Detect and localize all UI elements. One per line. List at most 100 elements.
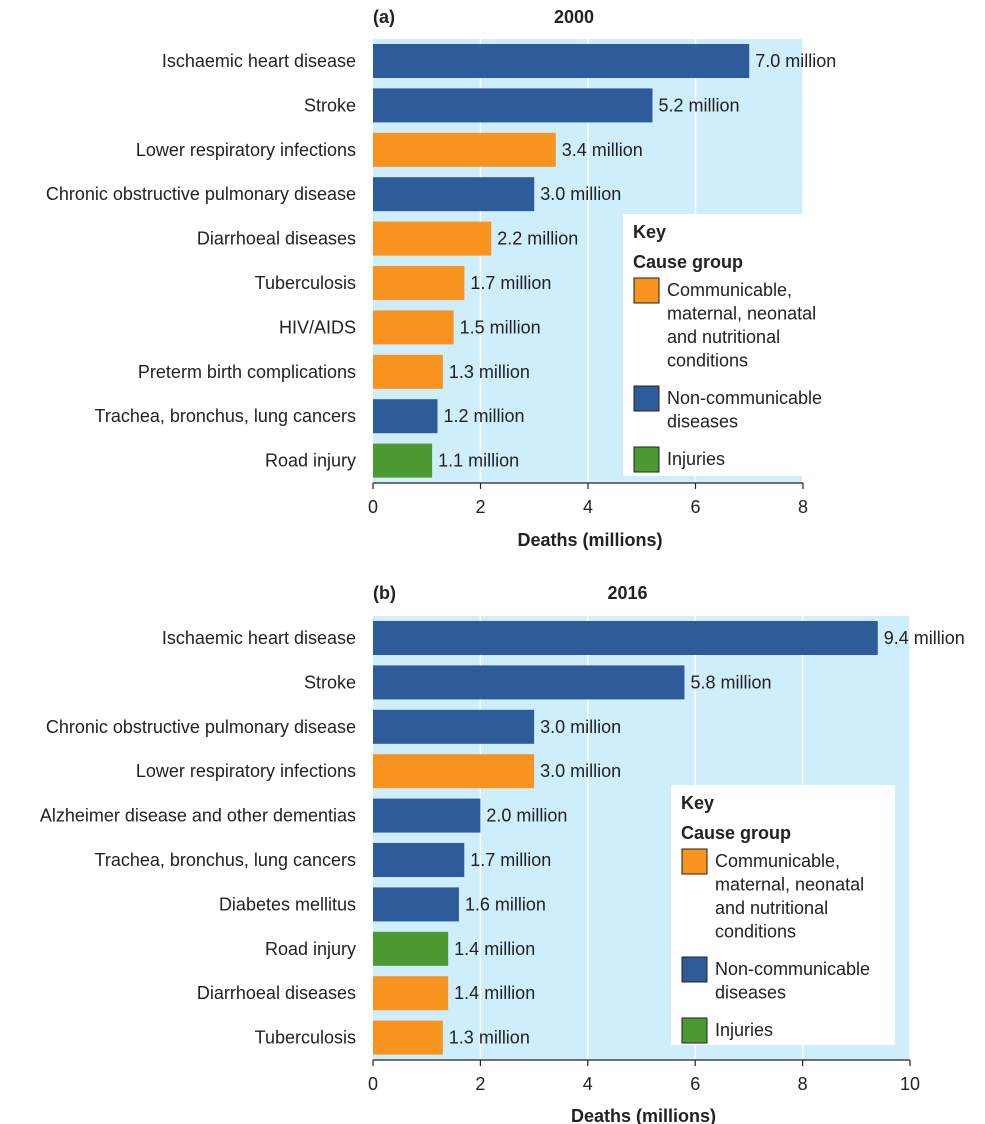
x-tick-label: 10 [900, 1074, 920, 1094]
bar [373, 665, 685, 700]
category-label: Tuberculosis [255, 1028, 356, 1048]
legend-swatch [681, 956, 708, 983]
category-label: Alzheimer disease and other dementias [40, 806, 356, 826]
legend-swatch [681, 848, 708, 875]
bar [373, 266, 465, 300]
value-label: 1.4 million [454, 983, 535, 1003]
bar [373, 132, 556, 167]
bar [373, 931, 449, 966]
value-label: 1.1 million [438, 451, 519, 471]
category-label: HIV/AIDS [279, 317, 356, 337]
value-label: 1.4 million [454, 939, 535, 959]
legend-swatch [681, 1017, 708, 1044]
category-label: Tuberculosis [255, 273, 356, 293]
chart-title: 2000 [554, 7, 594, 27]
value-label: 7.0 million [755, 51, 836, 71]
category-label: Road injury [265, 451, 356, 471]
panel-2000: (a) 2000 Ischaemic heart disease 7.0 millio… [46, 7, 836, 550]
legend-subheading: Cause group [681, 823, 791, 843]
legend-item-label: Communicable, [715, 851, 840, 871]
legend-item-label: Injuries [667, 449, 725, 469]
legend-box [671, 785, 895, 1045]
category-label: Chronic obstructive pulmonary disease [46, 184, 356, 204]
category-label: Road injury [265, 939, 356, 959]
panel-label: (a) [373, 7, 395, 27]
legend-box [623, 214, 803, 476]
x-tick-label: 2 [475, 1074, 485, 1094]
bar [373, 843, 465, 877]
legend-item-label: conditions [667, 351, 748, 371]
bar [373, 976, 449, 1011]
bar [373, 177, 535, 212]
value-label: 3.0 million [540, 761, 621, 781]
category-label: Diarrhoeal diseases [197, 983, 356, 1003]
legend-item-label: diseases [667, 412, 738, 432]
legend-item-label: diseases [715, 983, 786, 1003]
legend-item-label: and nutritional [667, 327, 780, 347]
legend-heading: Key [633, 222, 666, 242]
legend-item-label: maternal, neonatal [715, 875, 864, 895]
bar [373, 621, 878, 655]
bar [373, 221, 492, 256]
bar [373, 798, 481, 833]
category-label: Trachea, bronchus, lung cancers [95, 850, 356, 870]
value-label: 5.2 million [659, 95, 740, 115]
legend-item-label: Injuries [715, 1020, 773, 1040]
value-label: 9.4 million [884, 628, 965, 648]
legend-swatch [633, 385, 660, 412]
value-label: 1.7 million [470, 273, 551, 293]
legend-swatch [633, 277, 660, 304]
category-label: Stroke [304, 672, 356, 692]
value-label: 1.7 million [470, 850, 551, 870]
x-tick-label: 8 [798, 497, 808, 517]
bar [373, 887, 459, 922]
category-label: Chronic obstructive pulmonary disease [46, 717, 356, 737]
x-tick-label: 4 [583, 497, 593, 517]
x-tick-label: 4 [583, 1074, 593, 1094]
bar [373, 354, 443, 389]
bar [373, 754, 535, 789]
legend-item-label: maternal, neonatal [667, 304, 816, 324]
bar [373, 44, 750, 78]
value-label: 1.5 million [460, 317, 541, 337]
x-tick-label: 6 [690, 497, 700, 517]
value-label: 1.3 million [449, 1028, 530, 1048]
panel-2016: (b) 2016 Ischaemic heart disease 9.4 millio… [40, 583, 965, 1124]
legend-heading: Key [681, 793, 714, 813]
value-label: 3.4 million [562, 140, 643, 160]
x-axis-label: Deaths (millions) [517, 530, 662, 550]
chart-title: 2016 [607, 583, 647, 603]
bar [373, 88, 653, 123]
legend-item-label: and nutritional [715, 898, 828, 918]
legend-item-label: Non-communicable [667, 388, 822, 408]
value-label: 3.0 million [540, 717, 621, 737]
x-tick-label: 2 [475, 497, 485, 517]
x-tick-label: 8 [798, 1074, 808, 1094]
value-label: 5.8 million [690, 672, 771, 692]
bar [373, 709, 535, 744]
category-label: Ischaemic heart disease [162, 51, 356, 71]
legend-item-label: conditions [715, 922, 796, 942]
x-tick-label: 0 [368, 1074, 378, 1094]
legend-swatch [633, 446, 660, 473]
value-label: 1.2 million [444, 406, 525, 426]
bar [373, 310, 454, 345]
bar [373, 1020, 443, 1055]
category-label: Diabetes mellitus [219, 894, 356, 914]
bar [373, 443, 433, 478]
legend-item-label: Non-communicable [715, 959, 870, 979]
category-label: Stroke [304, 95, 356, 115]
legend-subheading: Cause group [633, 252, 743, 272]
category-label: Diarrhoeal diseases [197, 229, 356, 249]
category-label: Lower respiratory infections [136, 761, 356, 781]
value-label: 2.2 million [497, 229, 578, 249]
x-tick-label: 0 [368, 497, 378, 517]
legend: Key Cause group Communicable, maternal, neo… [623, 214, 822, 476]
x-axis-label: Deaths (millions) [571, 1106, 716, 1124]
legend: Key Cause group Communicable, maternal, neo… [671, 785, 895, 1045]
category-label: Trachea, bronchus, lung cancers [95, 406, 356, 426]
value-label: 1.6 million [465, 894, 546, 914]
legend-item-label: Communicable, [667, 280, 792, 300]
value-label: 2.0 million [486, 806, 567, 826]
